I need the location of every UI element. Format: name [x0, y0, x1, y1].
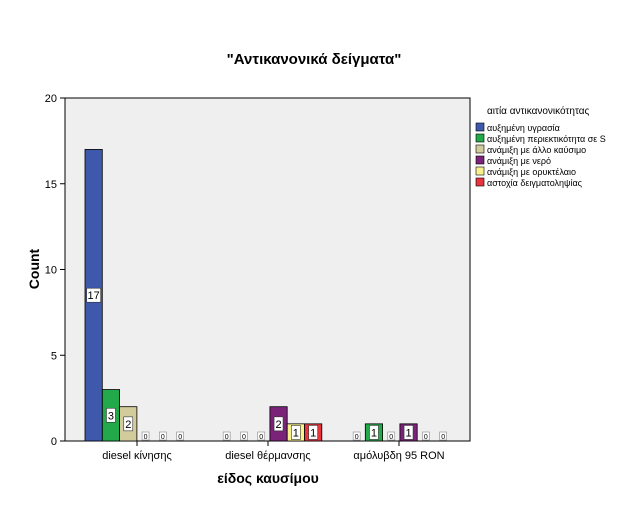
- data-label: 0: [225, 434, 229, 441]
- legend-label: αυξημένη υγρασία: [487, 123, 560, 133]
- legend-swatch: [475, 155, 485, 165]
- data-label: 3: [108, 410, 114, 422]
- legend-swatch: [475, 177, 485, 187]
- legend-swatch: [475, 133, 485, 143]
- data-label: 0: [259, 434, 263, 441]
- data-label-box: [439, 431, 447, 441]
- data-label-box: [273, 416, 284, 432]
- legend-label: αστοχία δειγματοληψίας: [487, 178, 583, 188]
- data-label: 0: [242, 434, 246, 441]
- y-axis-title: Count: [26, 248, 42, 289]
- data-label-box: [352, 431, 361, 441]
- legend-swatch: [475, 122, 485, 132]
- legend-label: ανάμιξη με ορυκτέλαιο: [487, 167, 576, 177]
- data-label: 0: [389, 434, 393, 441]
- data-label-box: [123, 416, 134, 432]
- data-label: 1: [310, 427, 316, 439]
- data-label-box: [308, 425, 318, 440]
- data-label: 0: [178, 434, 182, 441]
- data-label-box: [106, 407, 116, 423]
- data-label-box: [422, 431, 430, 441]
- data-label: 0: [144, 434, 148, 441]
- data-label: 1: [371, 427, 377, 439]
- chart-title: "Αντικανονικά δείγματα": [227, 51, 402, 68]
- data-label: 0: [441, 434, 445, 441]
- y-tick-label: 10: [45, 265, 57, 277]
- y-tick-label: 5: [51, 350, 57, 362]
- data-label-box: [159, 431, 167, 441]
- data-label-box: [369, 425, 379, 440]
- data-label-box: [141, 431, 150, 441]
- data-label: 2: [125, 419, 131, 431]
- y-tick-label: 20: [45, 93, 57, 105]
- y-tick-label: 0: [51, 436, 57, 448]
- data-label-box: [86, 287, 101, 303]
- legend-label: ανάμιξη με άλλο καύσιμο: [487, 145, 586, 155]
- data-label-box: [387, 431, 396, 441]
- legend-title: αιτία αντικανονικότητας: [487, 105, 590, 117]
- data-label: 0: [161, 434, 165, 441]
- data-label-box: [222, 431, 231, 441]
- data-label-box: [240, 431, 248, 441]
- data-label-box: [257, 431, 266, 441]
- data-label-box: [403, 425, 414, 440]
- plot-area: [64, 97, 471, 442]
- data-label: 1: [293, 427, 299, 439]
- legend-swatch: [475, 166, 485, 176]
- data-label-box: [176, 431, 184, 441]
- x-tick-label: diesel θέρμανσης: [225, 450, 310, 462]
- data-label: 0: [355, 434, 359, 441]
- x-tick-label: diesel κίνησης: [102, 450, 172, 462]
- data-label: 2: [275, 419, 281, 431]
- data-label-box: [291, 425, 301, 440]
- data-label: 0: [424, 434, 428, 441]
- legend-label: αυξημένη περιεκτικότητα σε S: [487, 134, 606, 144]
- data-label: 17: [88, 290, 100, 302]
- x-tick-label: αμόλυβδη 95 RON: [353, 450, 444, 462]
- x-axis-title: είδος καυσίμου: [217, 470, 319, 486]
- data-label: 1: [405, 427, 411, 439]
- legend-swatch: [475, 144, 485, 154]
- y-tick-label: 15: [45, 179, 57, 191]
- legend-label: ανάμιξη με νερό: [487, 156, 551, 166]
